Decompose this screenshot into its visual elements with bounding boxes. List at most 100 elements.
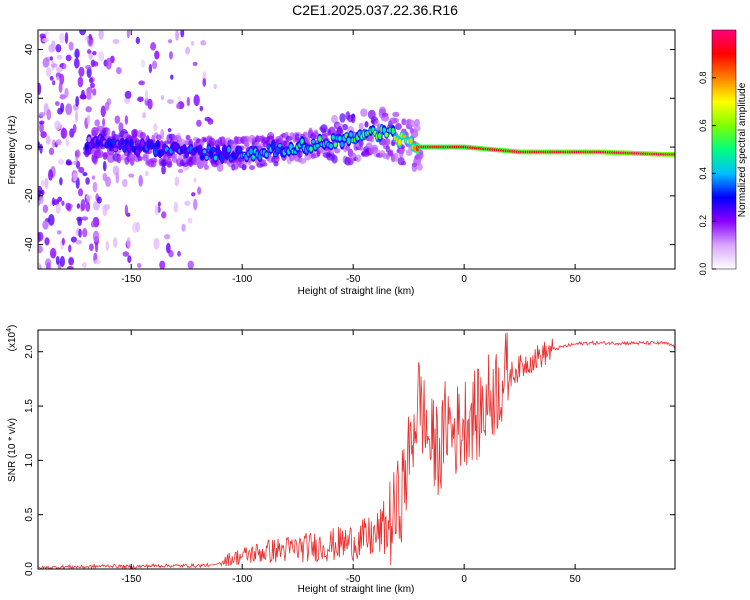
spectrogram-noise-blob — [124, 97, 131, 104]
spectrogram-noise-blob — [64, 32, 69, 44]
spectrogram-spread-blob — [358, 140, 364, 147]
spectrogram-ridge-core — [402, 134, 407, 139]
spectrogram-noise-blob — [121, 178, 128, 188]
spectrogram-noise-blob — [154, 204, 159, 216]
spectrogram-noise-blob — [192, 61, 198, 66]
spectrogram-noise-blob — [45, 262, 51, 269]
spectrogram-noise-blob — [49, 56, 53, 61]
snr-marks — [38, 332, 675, 569]
spectrogram-noise-blob — [157, 201, 161, 207]
spectrogram-ridge-core — [160, 150, 165, 155]
spectrogram-noise-blob — [39, 193, 44, 205]
spectrogram-noise-blob — [173, 201, 179, 213]
spectrogram-noise-blob — [104, 204, 111, 211]
spectrogram-spread-blob — [105, 127, 111, 136]
spectrogram-spread-blob — [156, 134, 162, 141]
spectrogram-spread-blob — [166, 161, 173, 168]
spectrogram-noise-blob — [102, 160, 107, 172]
spectrogram-noise-blob — [38, 245, 43, 254]
spectrogram-ridge-core — [338, 135, 342, 142]
spectrogram-spread-blob — [216, 162, 224, 172]
spectrogram-spread-blob — [369, 110, 374, 119]
spectrogram-noise-blob — [159, 260, 166, 269]
spectrogram-noise-blob — [68, 257, 74, 266]
spectrogram-ridge-core — [198, 146, 202, 154]
spectrogram-noise-blob — [39, 121, 44, 134]
snr-x-axis: -150 -100 -50 0 50 — [121, 330, 581, 585]
snr-y-tick-label: 2.0 — [24, 344, 35, 358]
spectrogram-noise-blob — [81, 216, 89, 221]
spectrogram-spread-blob — [137, 156, 143, 162]
spectrogram-ridge-core — [120, 139, 125, 144]
spectrogram-spread-blob — [241, 164, 247, 171]
spectrogram-noise-blob — [39, 143, 43, 154]
spectrogram-noise-blob — [124, 90, 132, 99]
spectrogram-noise-blob — [94, 259, 101, 265]
spectrogram-noise-blob — [150, 42, 157, 51]
spectrogram-noise-blob — [114, 115, 121, 124]
spectrogram-noise-blob — [85, 64, 92, 70]
spectrogram-noise-blob — [49, 75, 54, 81]
spectrogram-noise-blob — [181, 223, 186, 232]
spectrogram-noise-blob — [86, 49, 92, 54]
spectrogram-ridge-core — [315, 144, 320, 148]
spectrogram-spread-blob — [398, 148, 404, 158]
spectrogram-noise-blob — [144, 89, 148, 102]
spectrogram-noise-blob — [68, 244, 72, 253]
spectrogram-spread-blob — [414, 118, 420, 127]
spectrogram-noise-blob — [128, 173, 135, 178]
spectrogram-ridge-core — [153, 148, 158, 155]
spectrogram-noise-blob — [154, 50, 160, 60]
spectrogram-ridge-core — [111, 140, 116, 145]
snr-y-axis: 0.0 0.5 1.0 1.5 2.0 — [24, 344, 675, 576]
spectrogram-noise-blob — [61, 237, 65, 246]
spectrogram-noise-blob — [167, 39, 173, 44]
spectrogram-noise-blob — [68, 41, 74, 51]
snr-y-tick-label: 0.0 — [24, 562, 35, 576]
spectrogram-ridge-core — [122, 146, 127, 151]
spectrogram-noise-blob — [86, 91, 92, 100]
snr-y-label: SNR (10 * v/v) — [7, 418, 18, 482]
snr-y-tick-label: 1.5 — [24, 399, 35, 413]
spectrogram-noise-blob — [151, 60, 158, 70]
snr-x-tick-label: 0 — [461, 574, 467, 585]
spectrogram-noise-blob — [38, 82, 41, 92]
spectrogram-noise-blob — [84, 35, 90, 42]
spectrogram-x-tick-label: -50 — [346, 274, 361, 285]
spectrogram-marks — [38, 30, 675, 269]
spectrogram-ridge-core — [309, 146, 313, 152]
spectrogram-noise-blob — [59, 32, 66, 44]
spectrogram-noise-blob — [39, 33, 46, 39]
spectrogram-noise-blob — [167, 128, 172, 133]
spectrogram-noise-blob — [44, 31, 49, 36]
spectrogram-noise-blob — [105, 240, 110, 251]
spectrogram-noise-blob — [144, 170, 149, 177]
snr-y-tick-label: 1.0 — [24, 453, 35, 467]
spectrogram-noise-blob — [73, 160, 77, 165]
spectrogram-spread-blob — [313, 129, 319, 135]
spectrogram-ridge-core — [213, 155, 218, 161]
spectrogram-noise-blob — [55, 139, 62, 146]
spectrogram-ridge-core — [211, 148, 216, 152]
spectrogram-panel: -150 -100 -50 0 50 -40 -20 0 20 40 Height of str… — [7, 29, 676, 297]
spectrogram-noise-blob — [89, 82, 95, 89]
colorbar-tick-label: 0.2 — [698, 215, 708, 228]
spectrogram-noise-blob — [92, 88, 97, 96]
spectrogram-spread-blob — [243, 141, 250, 146]
spectrogram-noise-blob — [91, 175, 96, 180]
spectrogram-noise-blob — [104, 101, 110, 111]
spectrogram-noise-blob — [38, 111, 46, 117]
spectrogram-noise-blob — [193, 177, 197, 183]
spectrogram-noise-blob — [94, 119, 101, 127]
spectrogram-noise-blob — [38, 262, 41, 269]
spectrogram-ridge-core — [275, 147, 280, 153]
spectrogram-noise-blob — [75, 239, 82, 245]
spectrogram-noise-blob — [102, 117, 106, 127]
spectrogram-ridge-core — [220, 154, 225, 162]
spectrogram-noise-blob — [48, 43, 56, 53]
spectrogram-noise-blob — [47, 214, 55, 226]
spectrogram-ridge-core — [227, 146, 231, 153]
spectrogram-noise-blob — [81, 261, 87, 269]
spectrogram-noise-blob — [163, 233, 171, 240]
colorbar-tick-label: 0.4 — [698, 167, 708, 180]
